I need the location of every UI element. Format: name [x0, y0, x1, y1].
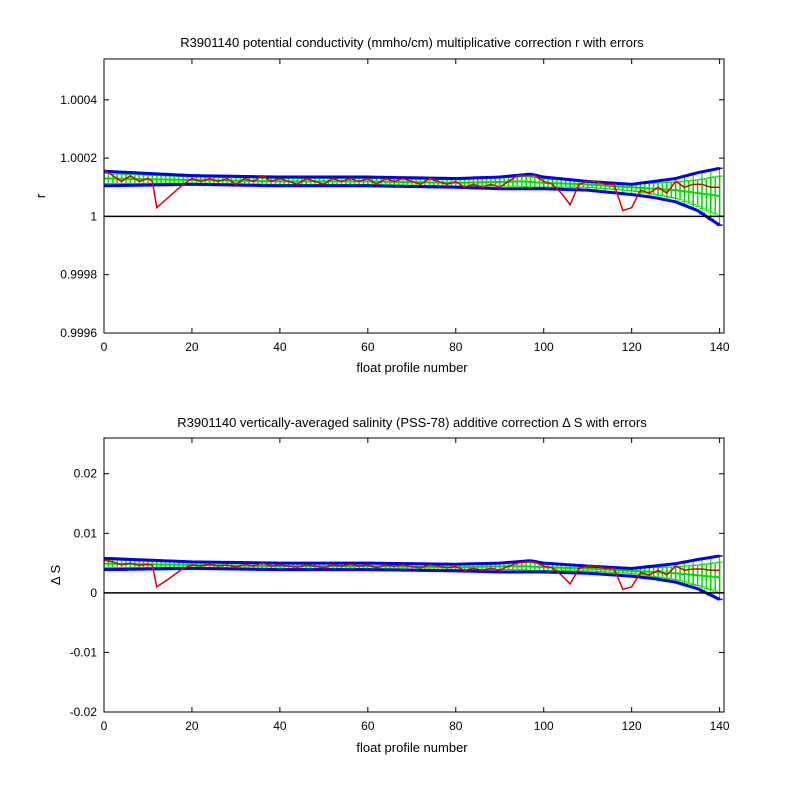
y-tick-label: 1.0002 [60, 151, 97, 165]
measured-line [104, 169, 720, 212]
y-tick-label: 1.0004 [60, 93, 97, 107]
y-tick-label: 0.01 [74, 526, 98, 540]
plot-frame [103, 58, 725, 334]
error-upper-line [104, 166, 720, 186]
x-tick-label: 100 [534, 719, 554, 733]
y-tick-label: 0.02 [74, 467, 98, 481]
x-axis-label: float profile number [356, 360, 468, 375]
plot-content [103, 59, 724, 334]
x-tick-label: 40 [273, 340, 287, 354]
plot-series-layer [104, 166, 723, 227]
error-upper-line [104, 554, 720, 570]
x-tick-label: 20 [185, 340, 199, 354]
x-tick-label: 20 [185, 719, 199, 733]
y-tick-labels: -0.02 -0.01 0 0.01 0.02 [70, 467, 98, 719]
x-tick-label: 60 [361, 719, 375, 733]
y-tick-label: -0.01 [70, 645, 98, 659]
y-tick-label: 1 [90, 209, 97, 223]
chart-title: R3901140 vertically-averaged salinity (P… [177, 415, 647, 430]
x-tick-label: 120 [622, 340, 642, 354]
x-tick-label: 140 [710, 719, 730, 733]
plot-series-layer [104, 554, 723, 601]
chart-title: R3901140 potential conductivity (mmho/cm… [180, 35, 644, 50]
x-axis-label: float profile number [356, 740, 468, 755]
y-tick-label: 0.9998 [60, 268, 97, 282]
chart-correction-r: R3901140 potential conductivity (mmho/cm… [33, 35, 730, 375]
y-tick-labels: 0.9996 0.9998 1 1.0002 1.0004 [60, 93, 97, 340]
plot-frame [103, 437, 725, 713]
y-tick-label: -0.02 [70, 705, 98, 719]
x-tick-label: 120 [622, 719, 642, 733]
x-tick-label: 0 [101, 719, 108, 733]
x-tick-label: 140 [710, 340, 730, 354]
plot-content [103, 438, 724, 713]
x-tick-label: 100 [534, 340, 554, 354]
x-tick-label: 80 [449, 719, 463, 733]
x-tick-labels: 0 20 40 60 80 100 120 140 [101, 719, 730, 733]
x-tick-label: 0 [101, 340, 108, 354]
x-tick-label: 40 [273, 719, 287, 733]
y-tick-label: 0 [90, 586, 97, 600]
measured-line [104, 559, 720, 591]
x-tick-label: 60 [361, 340, 375, 354]
y-tick-label: 0.9996 [60, 326, 97, 340]
x-tick-labels: 0 20 40 60 80 100 120 140 [101, 340, 730, 354]
chart-correction-delta-s: R3901140 vertically-averaged salinity (P… [48, 415, 730, 755]
y-axis-label: r [33, 193, 48, 198]
x-tick-label: 80 [449, 340, 463, 354]
y-axis-label: Δ S [48, 565, 63, 586]
